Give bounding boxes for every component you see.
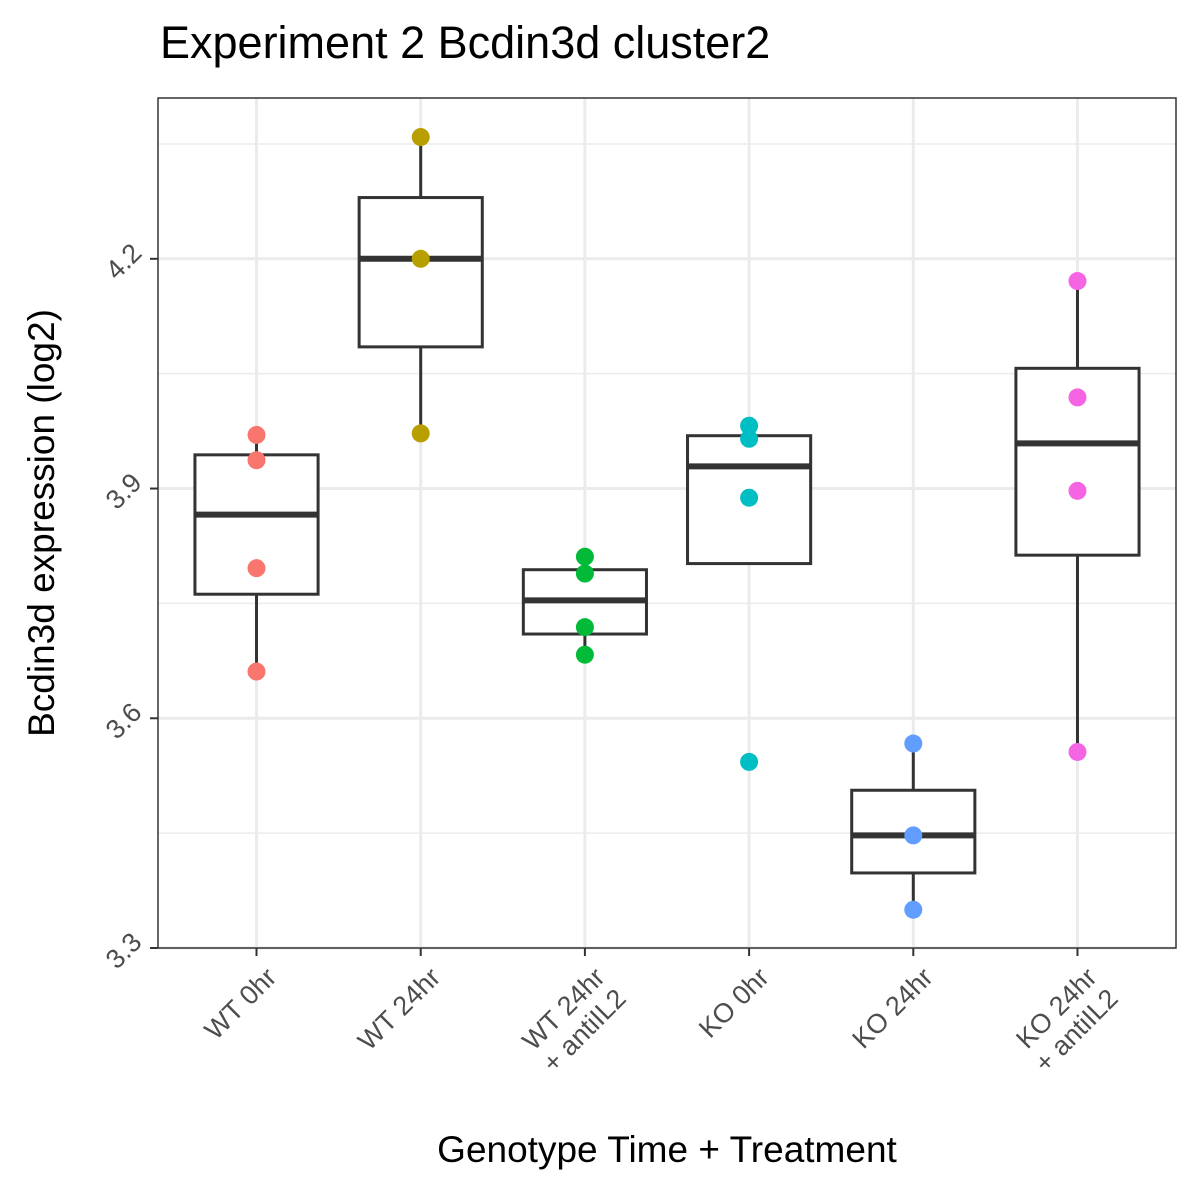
point <box>411 249 430 268</box>
point <box>411 128 430 147</box>
x-axis-title: Genotype Time + Treatment <box>437 1129 897 1170</box>
point <box>740 416 759 435</box>
point <box>575 645 594 664</box>
point <box>740 429 759 448</box>
point <box>740 752 759 771</box>
point <box>575 618 594 637</box>
y-tick-label: 3.3 <box>100 927 148 975</box>
point <box>740 488 759 507</box>
box <box>850 788 977 875</box>
point <box>1068 388 1087 407</box>
point <box>247 662 266 681</box>
box <box>357 196 484 349</box>
chart-title: Experiment 2 Bcdin3d cluster2 <box>160 17 770 68</box>
point <box>247 559 266 578</box>
point <box>1068 481 1087 500</box>
panel-border <box>157 97 1177 949</box>
point <box>1068 272 1087 291</box>
y-tick-label: 4.2 <box>100 238 148 286</box>
point <box>247 451 266 470</box>
panel-background <box>158 98 1176 948</box>
point <box>1068 742 1087 761</box>
point <box>411 424 430 443</box>
y-axis-title: Bcdin3d expression (log2) <box>21 309 62 737</box>
point <box>904 734 923 753</box>
y-tick-label: 3.6 <box>100 697 148 745</box>
point <box>904 826 923 845</box>
point <box>247 425 266 444</box>
point <box>575 547 594 566</box>
point <box>904 900 923 919</box>
point <box>575 564 594 583</box>
y-tick-label: 3.9 <box>100 467 148 515</box>
